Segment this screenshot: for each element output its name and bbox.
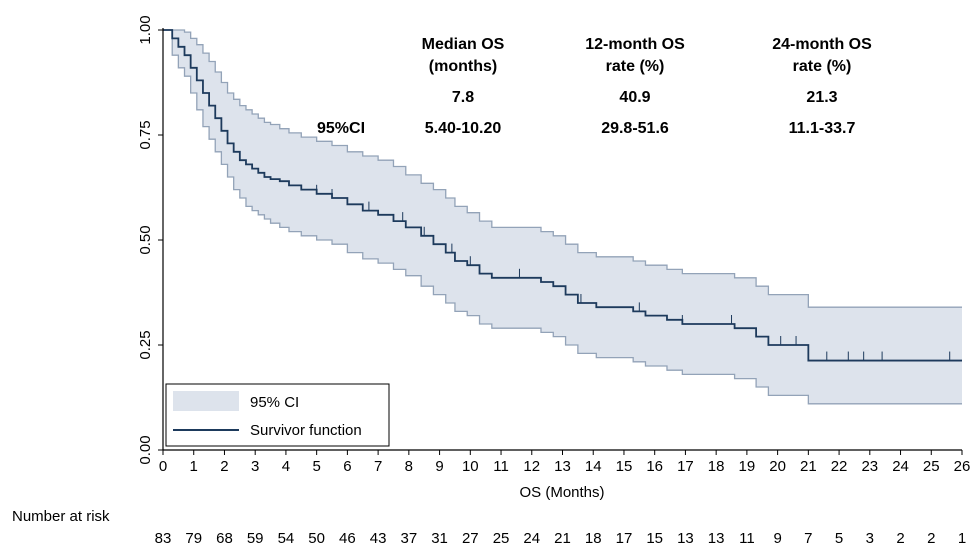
risk-count-24: 2 <box>896 530 904 547</box>
y-tick-label-1: 0.25 <box>137 330 154 359</box>
header-12m-line1: 12-month OS <box>585 36 685 53</box>
ci-upper-line <box>163 29 962 308</box>
x-tick-label-11: 11 <box>493 458 509 475</box>
number-at-risk-row: 83 79 68 59 54 50 46 43 37 31 27 25 24 21 18 17 15 13 13 11… <box>155 530 967 547</box>
x-tick-label-20: 20 <box>769 458 786 475</box>
x-tick-label-1: 1 <box>190 458 198 475</box>
risk-count-10: 27 <box>462 530 479 547</box>
number-at-risk-label: Number at risk <box>12 508 110 525</box>
survivor-function-line <box>163 29 962 362</box>
annotation-table: Median OS (months) 12-month OS rate (%) … <box>317 36 872 137</box>
x-tick-label-25: 25 <box>923 458 940 475</box>
risk-count-3: 59 <box>247 530 264 547</box>
legend-swatch-ci <box>173 391 239 411</box>
risk-count-0: 83 <box>155 530 172 547</box>
x-tick-label-26: 26 <box>954 458 971 475</box>
x-tick-label-24: 24 <box>892 458 909 475</box>
risk-count-5: 50 <box>308 530 325 547</box>
ci-band-layer <box>163 29 962 405</box>
survivor-line-layer <box>163 29 962 362</box>
x-tick-label-6: 6 <box>343 458 351 475</box>
censor-marks-layer <box>316 184 951 361</box>
y-tick-label-4: 1.00 <box>137 15 154 44</box>
risk-count-6: 46 <box>339 530 356 547</box>
risk-count-9: 31 <box>431 530 448 547</box>
y-tick-label-0: 0.00 <box>137 435 154 464</box>
x-tick-label-8: 8 <box>405 458 413 475</box>
header-24m-line2: rate (%) <box>793 58 852 75</box>
header-median-line1: Median OS <box>422 36 505 53</box>
estimate-median: 7.8 <box>452 89 474 106</box>
ci-24m: 11.1-33.7 <box>789 120 856 137</box>
risk-count-11: 25 <box>493 530 510 547</box>
estimate-24m: 21.3 <box>806 89 837 106</box>
risk-count-12: 24 <box>523 530 540 547</box>
x-tick-label-0: 0 <box>159 458 167 475</box>
x-tick-label-23: 23 <box>861 458 878 475</box>
y-ticks-layer: 0.00 0.25 0.50 0.75 1.00 <box>137 15 163 465</box>
risk-count-13: 21 <box>554 530 571 547</box>
risk-count-25: 2 <box>927 530 935 547</box>
risk-count-16: 15 <box>646 530 663 547</box>
x-tick-label-22: 22 <box>831 458 848 475</box>
risk-count-15: 17 <box>616 530 633 547</box>
x-tick-label-9: 9 <box>435 458 443 475</box>
x-axis-title: OS (Months) <box>519 484 604 501</box>
estimate-12m: 40.9 <box>619 89 650 106</box>
risk-count-26: 1 <box>958 530 966 547</box>
header-12m-line2: rate (%) <box>606 58 665 75</box>
x-tick-label-14: 14 <box>585 458 602 475</box>
x-tick-label-12: 12 <box>523 458 540 475</box>
legend-label-ci: 95% CI <box>250 394 299 411</box>
x-tick-label-2: 2 <box>220 458 228 475</box>
x-ticks-layer: 0 1 2 3 4 5 6 7 8 9 10 11 12 13 14 15 16 17 18 19 20 21 22 23 24… <box>159 450 971 475</box>
x-tick-label-7: 7 <box>374 458 382 475</box>
risk-count-19: 11 <box>739 530 755 547</box>
ci-lower-line <box>163 29 962 405</box>
legend-label-line: Survivor function <box>250 422 362 439</box>
ci-median: 5.40-10.20 <box>425 120 502 137</box>
x-tick-label-5: 5 <box>312 458 320 475</box>
x-tick-label-10: 10 <box>462 458 479 475</box>
risk-count-21: 7 <box>804 530 812 547</box>
x-tick-label-18: 18 <box>708 458 725 475</box>
risk-count-14: 18 <box>585 530 602 547</box>
x-tick-label-17: 17 <box>677 458 694 475</box>
risk-count-8: 37 <box>401 530 418 547</box>
x-tick-label-19: 19 <box>739 458 756 475</box>
x-tick-label-3: 3 <box>251 458 259 475</box>
ci-band <box>163 30 962 404</box>
x-tick-label-13: 13 <box>554 458 571 475</box>
risk-count-23: 3 <box>866 530 874 547</box>
x-tick-label-15: 15 <box>616 458 633 475</box>
x-tick-label-4: 4 <box>282 458 290 475</box>
ci-row-label: 95%CI <box>317 120 365 137</box>
header-24m-line1: 24-month OS <box>772 36 872 53</box>
risk-count-20: 9 <box>773 530 781 547</box>
header-median-line2: (months) <box>429 58 497 75</box>
risk-count-18: 13 <box>708 530 725 547</box>
legend: 95% CI Survivor function <box>165 383 390 447</box>
risk-count-22: 5 <box>835 530 843 547</box>
risk-count-17: 13 <box>677 530 694 547</box>
risk-count-2: 68 <box>216 530 233 547</box>
x-tick-label-16: 16 <box>646 458 663 475</box>
ci-12m: 29.8-51.6 <box>601 120 669 137</box>
risk-count-7: 43 <box>370 530 387 547</box>
x-tick-label-21: 21 <box>800 458 817 475</box>
risk-count-1: 79 <box>185 530 202 547</box>
y-tick-label-3: 0.75 <box>137 120 154 149</box>
risk-count-4: 54 <box>278 530 295 547</box>
y-tick-label-2: 0.50 <box>137 225 154 254</box>
